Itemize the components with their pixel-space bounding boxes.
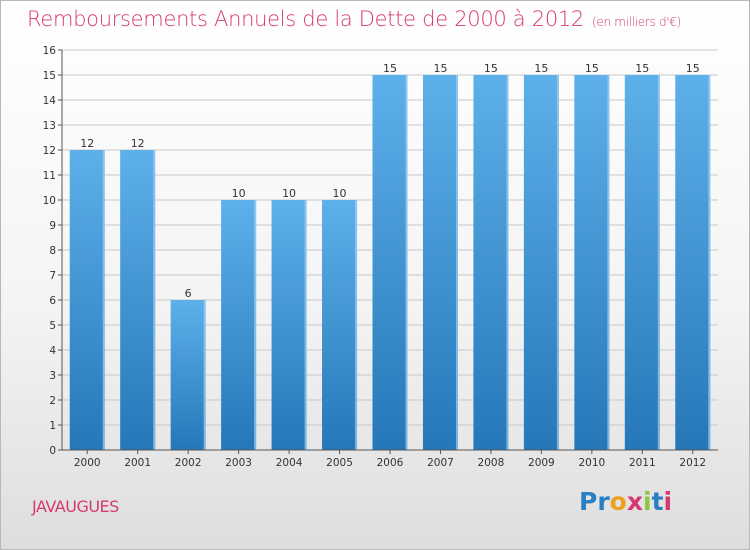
- y-tick-label: 8: [49, 245, 56, 257]
- y-tick-label: 16: [43, 45, 57, 57]
- y-tick-label: 7: [49, 270, 56, 282]
- bar-2010: [574, 75, 610, 450]
- x-tick-label-2003: 2003: [225, 457, 252, 469]
- data-label-2006: 15: [383, 62, 397, 75]
- x-tick-label-2011: 2011: [629, 457, 656, 469]
- x-tick-label-2002: 2002: [175, 457, 202, 469]
- bar-edge: [405, 75, 408, 450]
- x-tick-label-2001: 2001: [124, 457, 151, 469]
- bar-2009: [523, 75, 559, 450]
- y-tick-label: 1: [49, 420, 56, 432]
- y-tick-label: 2: [49, 395, 56, 407]
- x-tick-label-2004: 2004: [276, 457, 303, 469]
- y-tick-label: 15: [43, 70, 56, 82]
- bar-2012: [675, 75, 711, 450]
- data-label-2005: 10: [333, 187, 347, 200]
- bar-2011: [624, 75, 660, 450]
- chart-unit-note: (en milliers d'€): [592, 15, 682, 29]
- y-tick-label: 6: [49, 295, 56, 307]
- bar-2005: [322, 200, 358, 450]
- data-label-2002: 6: [185, 287, 192, 300]
- data-label-2001: 12: [131, 137, 145, 150]
- data-label-2007: 15: [433, 62, 447, 75]
- data-label-2009: 15: [534, 62, 548, 75]
- bar-edge: [607, 75, 610, 450]
- y-tick-label: 0: [49, 445, 56, 457]
- bar-edge: [708, 75, 711, 450]
- logo-letter: i: [663, 487, 673, 516]
- y-tick-label: 5: [49, 320, 56, 332]
- logo-letter: i: [643, 487, 652, 516]
- data-label-2010: 15: [585, 62, 599, 75]
- data-label-2008: 15: [484, 62, 498, 75]
- x-tick-label-2012: 2012: [679, 457, 706, 469]
- y-tick-label: 11: [43, 170, 56, 182]
- bar-edge: [455, 75, 458, 450]
- data-label-2004: 10: [282, 187, 296, 200]
- x-tick-label-2007: 2007: [427, 457, 454, 469]
- bar-edge: [304, 200, 307, 450]
- y-tick-label: 14: [43, 95, 57, 107]
- y-tick-label: 9: [49, 220, 56, 232]
- bar-edge: [556, 75, 559, 450]
- y-tick-label: 3: [49, 370, 56, 382]
- chart-title: Remboursements Annuels de la Dette de 20…: [27, 7, 681, 31]
- bar-2000: [69, 150, 105, 450]
- x-tick-label-2010: 2010: [578, 457, 605, 469]
- bar-2004: [271, 200, 307, 450]
- logo-letter: P: [579, 487, 598, 516]
- data-label-2012: 15: [686, 62, 700, 75]
- bar-2008: [473, 75, 509, 450]
- chart-title-text: Remboursements Annuels de la Dette de 20…: [27, 7, 584, 31]
- location-label: JAVAUGUES: [32, 497, 119, 516]
- logo-letter: t: [651, 487, 664, 516]
- x-tick-label-2005: 2005: [326, 457, 353, 469]
- bar-edge: [102, 150, 105, 450]
- logo-letter: o: [609, 487, 627, 516]
- x-tick-label-2009: 2009: [528, 457, 555, 469]
- data-label-2003: 10: [232, 187, 246, 200]
- bar-edge: [657, 75, 660, 450]
- x-tick-label-2008: 2008: [478, 457, 505, 469]
- x-tick-label-2006: 2006: [377, 457, 404, 469]
- y-tick-label: 10: [43, 195, 56, 207]
- bar-edge: [203, 300, 206, 450]
- y-tick-label: 13: [43, 120, 56, 132]
- bar-2001: [120, 150, 156, 450]
- y-tick-label: 12: [43, 145, 56, 157]
- data-label-2011: 15: [635, 62, 649, 75]
- data-label-2000: 12: [80, 137, 94, 150]
- bar-edge: [506, 75, 509, 450]
- y-tick-label: 4: [49, 345, 56, 357]
- bar-2007: [422, 75, 458, 450]
- proxiti-logo: Proxiti: [579, 487, 672, 516]
- logo-letter: r: [597, 487, 610, 516]
- bar-edge: [254, 200, 257, 450]
- x-tick-label-2000: 2000: [74, 457, 101, 469]
- bar-2002: [170, 300, 206, 450]
- bar-2006: [372, 75, 408, 450]
- bar-edge: [355, 200, 358, 450]
- bar-2003: [221, 200, 257, 450]
- bar-edge: [153, 150, 156, 450]
- logo-letter: x: [626, 487, 643, 516]
